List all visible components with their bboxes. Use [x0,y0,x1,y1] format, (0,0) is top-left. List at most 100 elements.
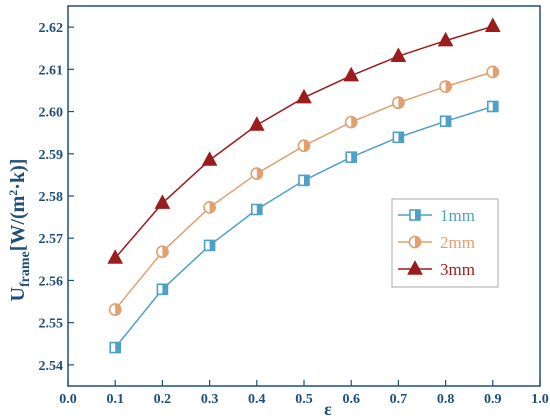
data-point-3mm [484,17,501,32]
x-tick-label: 0.0 [59,392,77,407]
legend: 1mm 2mm 3mm [391,198,499,288]
data-point-3mm [154,194,171,209]
legend-marker [407,260,423,275]
data-point-1mm [439,115,452,128]
data-point-2mm [155,245,169,259]
data-point-2mm [203,200,216,214]
marker-fill [407,260,423,275]
data-point-3mm [343,66,360,82]
data-point-2mm [250,167,264,181]
marker-fill [415,210,420,220]
y-tick-label: 2.62 [39,21,64,36]
legend-marker [408,235,422,249]
x-tick-label: 0.4 [248,392,266,407]
marker-fill [304,175,309,186]
x-axis: 0.0 0.1 0.2 0.3 0.4 0.5 0.6 0.7 0.8 0.9 1.0 [59,380,549,407]
data-point-1mm [345,151,358,163]
data-point-1mm [156,283,169,296]
marker-fill [398,97,404,109]
marker-fill [343,66,360,82]
data-point-2mm [486,65,500,79]
x-tick-label: 0.7 [390,392,408,407]
data-point-1mm [298,174,310,187]
y-axis: 2.54 2.55 2.56 2.57 2.58 2.59 2.60 2.61 2.62 [39,21,74,374]
data-point-3mm [437,31,454,47]
x-tick-label: 0.8 [437,392,455,407]
legend-item-3mm: 3mm [398,260,475,279]
y-tick-label: 2.56 [39,274,64,289]
data-point-1mm [109,341,121,354]
marker-fill [304,140,310,152]
marker-fill [209,240,215,251]
legend-marker [409,209,421,221]
legend-label: 2mm [440,233,475,252]
x-tick-label: 0.9 [484,392,502,407]
data-point-1mm [251,203,263,216]
marker-fill [351,152,357,163]
marker-fill [296,88,312,104]
y-tick-label: 2.61 [39,63,64,78]
data-point-2mm [391,96,405,110]
y-tick-label: 2.54 [39,359,64,374]
series-1mm [109,100,499,354]
marker-fill [398,132,404,143]
plot-frame [67,5,541,387]
data-point-2mm [344,115,358,129]
data-point-3mm [248,116,265,131]
data-point-3mm [107,249,124,264]
legend-item-2mm: 2mm [398,233,475,252]
y-axis-title-main: U [7,287,29,301]
data-point-3mm [201,151,218,166]
marker-fill [256,168,263,180]
x-tick-label: 0.2 [154,392,172,407]
marker-fill [162,246,168,258]
data-point-1mm [486,100,499,113]
y-axis-title-subscript: frame [18,251,33,287]
series-2mm [108,65,500,316]
data-point-3mm [296,88,312,104]
data-point-3mm [390,47,407,62]
marker-fill [437,31,454,47]
y-axis-title-unit-superscript: 2 [6,190,20,196]
plot-area-border [67,5,541,387]
series-3mm [107,17,501,264]
marker-fill [492,101,498,112]
y-tick-label: 2.58 [39,190,64,205]
marker-fill [484,17,501,32]
y-tick-label: 2.59 [39,148,64,163]
marker-fill [415,236,421,248]
y-axis-title: Uframe[W/(m2·k)] [6,159,33,302]
y-tick-label: 2.57 [39,232,64,247]
legend-label: 1mm [440,206,475,225]
y-axis-title-unit-close: ·k)] [7,159,29,190]
marker-fill [201,151,218,166]
y-tick-label: 2.55 [39,317,64,332]
x-tick-label: 0.1 [106,392,124,407]
data-point-2mm [439,80,452,94]
data-point-1mm [203,239,216,252]
x-tick-label: 1.0 [531,392,549,407]
data-point-2mm [108,303,122,316]
marker-fill [115,303,121,316]
x-tick-label: 0.3 [201,392,219,407]
marker-fill [351,116,357,128]
data-point-2mm [297,139,311,153]
series-layer [107,17,501,354]
legend-label: 3mm [440,260,475,279]
marker-fill [107,249,124,264]
legend-item-1mm: 1mm [398,206,475,225]
marker-fill [162,284,168,295]
marker-fill [390,47,407,62]
marker-fill [445,116,451,127]
marker-fill [492,66,499,78]
marker-fill [248,116,265,131]
marker-fill [209,201,216,213]
marker-fill [445,81,452,93]
marker-fill [256,204,262,215]
x-tick-label: 0.6 [342,392,360,407]
x-axis-title: ε [324,399,332,419]
marker-fill [115,342,121,353]
y-tick-label: 2.60 [39,106,64,121]
marker-fill [154,194,171,209]
